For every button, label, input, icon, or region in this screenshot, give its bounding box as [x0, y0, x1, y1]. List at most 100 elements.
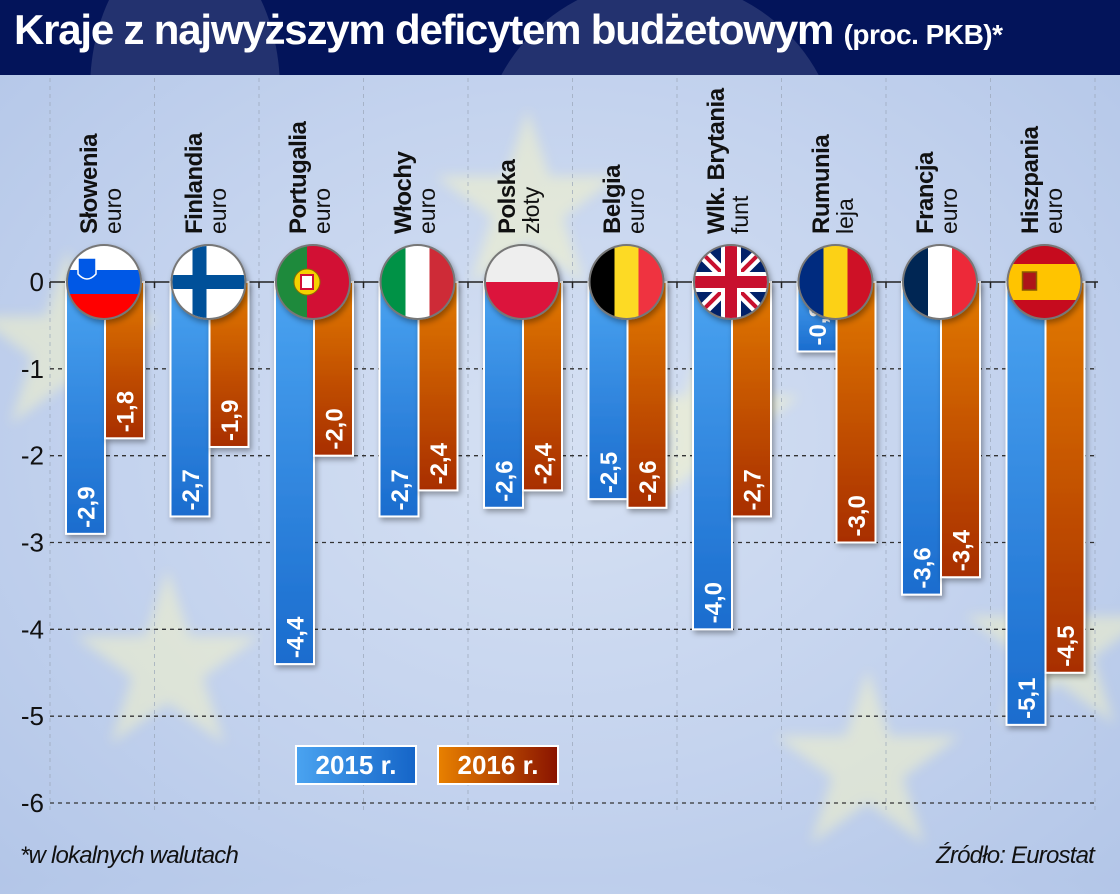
country-label: Hiszpania euro [1016, 126, 1067, 234]
spain-flag-icon [1006, 244, 1083, 320]
country-label: Rumunia leja [807, 134, 858, 234]
bar-2016: -4,5 [1044, 281, 1086, 674]
y-tick-label: -1 [21, 354, 44, 384]
bar-value-label: -2,7 [387, 469, 414, 510]
flag-stripe [928, 246, 952, 318]
bar-2015: -4,4 [274, 281, 315, 666]
flag-stripe [725, 246, 737, 318]
country-name: Wlk. Brytania [703, 88, 730, 234]
bar-value-label: -4,4 [283, 616, 310, 658]
bar-value-label: -3,0 [844, 495, 871, 536]
portugal-flag-icon [275, 244, 351, 320]
currency-name: euro [1040, 187, 1067, 234]
flag-body [68, 246, 140, 318]
slovenia-flag-icon [66, 244, 142, 320]
country-label: Francja euro [912, 152, 962, 234]
bar-2016-rect [626, 281, 668, 509]
footnote: *w lokalnych walutach [20, 842, 239, 869]
flag-body [799, 246, 872, 318]
y-tick-label: -3 [21, 528, 44, 558]
bar-value-label: -1,9 [217, 400, 244, 441]
bar-2015: -3,6 [901, 281, 942, 596]
slovenia-coat-of-arms [77, 257, 97, 280]
header-decoration [90, 0, 280, 75]
legend-2015-label: 2015 r. [315, 750, 397, 780]
y-tick-label: -6 [21, 788, 44, 818]
bar-2015: -2,7 [378, 281, 420, 518]
country-name: Portugalia [285, 121, 312, 234]
flag-stripe [486, 246, 558, 282]
bar-2016-rect [940, 281, 981, 579]
flag-body [1008, 246, 1081, 318]
bar-value-label: -2,9 [74, 486, 101, 527]
country-name: Francja [912, 152, 939, 234]
country-name: Finlandia [180, 133, 208, 234]
country-name: Rumunia [807, 134, 835, 234]
header-banner: Kraje z najwyższym deficytem budżetowym … [0, 0, 1120, 75]
bar-2015-rect [1005, 281, 1047, 726]
flag-body [904, 246, 976, 318]
chart-title-subtitle: (proc. PKB)* [843, 19, 1003, 50]
country-name: Włochy [389, 151, 417, 234]
country-name: Belgia [598, 164, 626, 234]
bar-2015-rect [274, 281, 315, 666]
bar-2016-rect [1044, 281, 1086, 674]
currency-name: euro [622, 187, 649, 234]
bars-layer: -2,9 -1,8 -2,7 -1,9 -4,4 -2,0 -2,7 -2,4 -2,6 -2,4… [65, 281, 1086, 726]
country-label: Finlandia euro [180, 133, 231, 234]
uk-flag-icon [693, 244, 769, 320]
y-tick-label: -4 [21, 614, 44, 644]
bar-value-label: -2,7 [178, 469, 205, 510]
flag-body [590, 246, 663, 318]
background-star-icon: ★ [760, 626, 976, 894]
bar-2016: -3,0 [835, 281, 877, 544]
country-label: Słowenia euro [76, 133, 126, 234]
country-name: Hiszpania [1016, 126, 1044, 234]
bar-value-label: -2,6 [492, 460, 519, 501]
chart-title-main: Kraje z najwyższym deficytem budżetowym [14, 6, 834, 53]
flag-body [381, 246, 454, 318]
bar-2015: -2,6 [483, 281, 524, 509]
italy-flag-icon [379, 244, 456, 320]
bar-value-label: -1,8 [113, 391, 140, 432]
currency-name: euro [413, 187, 440, 234]
y-tick-label: 0 [30, 267, 44, 297]
currency-name: euro [936, 187, 962, 234]
poland-flag-icon [484, 244, 560, 320]
bar-2015: -4,0 [692, 281, 733, 631]
flag-body [486, 246, 558, 318]
y-tick-label: -2 [21, 441, 44, 471]
currency-name: funt [727, 195, 753, 234]
france-flag-icon [902, 244, 978, 320]
flag-stripe [1008, 264, 1081, 300]
bar-value-label: -2,0 [322, 408, 349, 449]
bar-value-label: -3,4 [949, 529, 976, 571]
country-name: Słowenia [76, 133, 103, 234]
flag-body [172, 246, 245, 318]
y-tick-label: -5 [21, 701, 44, 731]
currency-name: leja [831, 198, 858, 234]
bar-value-label: -4,5 [1053, 625, 1080, 666]
bar-2015-rect [169, 281, 211, 518]
bar-value-label: -3,6 [910, 547, 937, 588]
country-label: Wlk. Brytania funt [703, 88, 753, 234]
bar-2016: -2,6 [626, 281, 668, 509]
country-label: Portugalia euro [285, 121, 335, 234]
currency-name: złoty [518, 186, 544, 234]
bar-2015: -2,9 [65, 281, 106, 535]
legend-2016-label: 2016 r. [457, 750, 539, 780]
country-label: Belgia euro [598, 164, 649, 234]
romania-flag-icon [797, 244, 874, 320]
bar-value-label: -2,4 [426, 442, 453, 484]
finland-flag-icon [170, 244, 247, 320]
flag-stripe [172, 275, 245, 289]
country-label: Włochy euro [389, 151, 440, 234]
bar-value-label: -4,0 [701, 582, 728, 623]
legend-2016: 2016 r. [437, 745, 559, 785]
legend-2015: 2015 r. [295, 745, 417, 785]
bar-2015: -2,7 [169, 281, 211, 518]
y-axis: 0 -1 -2 -3 -4 -5 -6 [21, 267, 44, 818]
belgium-flag-icon [588, 244, 665, 320]
flags-layer [66, 244, 1083, 320]
